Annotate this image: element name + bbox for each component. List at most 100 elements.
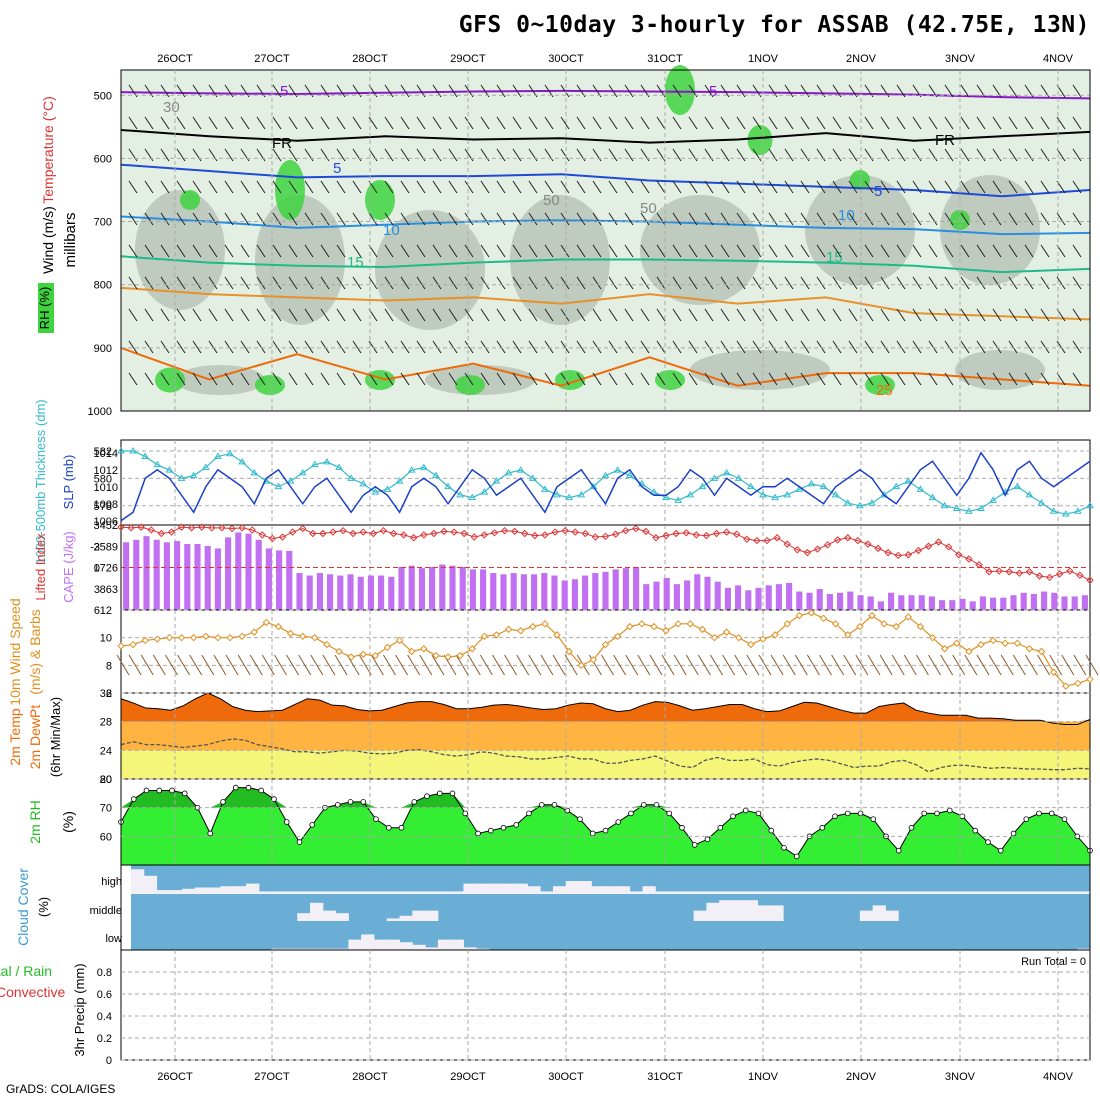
wind-barb — [800, 372, 810, 386]
wind-barb — [448, 244, 458, 258]
li-point — [874, 544, 882, 553]
cape-bar — [1020, 592, 1027, 610]
wind-barb — [784, 116, 794, 130]
wind-barb — [880, 276, 890, 290]
thickness-point — [238, 457, 247, 465]
cloud-cell-high — [271, 891, 285, 894]
wind-barb-10m — [407, 654, 421, 676]
li-point — [662, 531, 670, 540]
wind-barb — [144, 276, 154, 290]
cloud-cell-high — [974, 891, 989, 894]
contour-label: 5 — [333, 160, 341, 177]
wind-barb — [512, 84, 522, 98]
contour-line-2 — [120, 163, 1091, 198]
li-point — [904, 551, 913, 559]
cape-bar — [979, 596, 986, 610]
wind-barb — [528, 372, 538, 386]
minmax-axis-label: (6hr Min/Max) — [48, 697, 63, 777]
thickness-point — [722, 468, 731, 476]
rh2m-point — [1061, 816, 1068, 822]
wind-speed-point — [347, 653, 355, 661]
wind-barb — [688, 372, 698, 386]
cloud-cell-high — [565, 881, 580, 894]
cloud-cell-high — [770, 891, 784, 894]
wind-barb — [192, 340, 202, 354]
wind-barb — [352, 180, 362, 194]
rh-axis-label: RH (%) — [37, 287, 52, 330]
wind-barb — [928, 372, 938, 386]
cloud-cell-low — [335, 948, 349, 950]
thickness-point — [419, 463, 428, 470]
contour-line-6 — [120, 346, 1091, 387]
wind-barb — [144, 308, 154, 322]
wind-barb — [992, 308, 1002, 322]
cape-bar — [265, 548, 272, 610]
wind-barb-10m — [782, 654, 796, 676]
wind-barb — [464, 116, 474, 130]
wind-barb — [848, 340, 858, 354]
wind-barb — [672, 180, 682, 194]
wind-barb — [752, 244, 762, 258]
li-point — [682, 529, 690, 537]
wind-barb — [832, 84, 842, 98]
wind-barb — [304, 212, 314, 226]
wind-speed-point — [177, 633, 186, 642]
cloud-row-label: low — [105, 933, 122, 945]
wind-barb — [960, 340, 970, 354]
thickness-point — [226, 449, 234, 457]
cape-bar — [745, 590, 752, 610]
cape-bar — [918, 595, 925, 610]
wind-speed-point — [226, 633, 234, 642]
wind-speed-point — [238, 632, 246, 640]
rh2m-point — [691, 842, 698, 848]
wind-barb — [400, 276, 410, 290]
cloud-cell-high — [719, 891, 733, 894]
cloud-cell-high — [348, 891, 362, 894]
li-point — [965, 555, 973, 563]
wind-barb — [896, 116, 906, 130]
wind-barb — [656, 180, 666, 194]
cloud-cell-middle — [706, 902, 720, 921]
wind-barb — [256, 340, 266, 354]
cape-bar — [571, 579, 578, 610]
slp-tick: 1010 — [94, 482, 118, 494]
li-point — [147, 526, 155, 534]
cloud-cell-high — [297, 891, 311, 894]
wind-barb — [448, 212, 458, 226]
li-point — [591, 533, 600, 541]
li-point — [329, 528, 337, 536]
wind-barb-10m — [1012, 654, 1026, 676]
cloud-cell-high — [540, 891, 554, 894]
cloud-cell-high — [655, 891, 669, 894]
wind-barb — [448, 372, 458, 386]
wind-barb — [384, 84, 394, 98]
wind-barb — [480, 148, 490, 162]
thickness-point — [928, 493, 937, 501]
wind-barb — [432, 148, 442, 162]
wind-barb — [720, 212, 730, 226]
cape-bar — [327, 574, 334, 610]
wind-barb — [592, 340, 602, 354]
contour-label: FR — [272, 135, 292, 152]
wind-barb — [464, 340, 474, 354]
wind-barb-10m — [710, 654, 723, 676]
li-point — [268, 534, 277, 543]
thickness-point — [286, 477, 295, 484]
top-date-label: 30OCT — [548, 53, 584, 65]
rh2m-point — [130, 796, 137, 802]
wind-barb — [384, 116, 394, 130]
wind-barb — [896, 276, 906, 290]
wind-barb — [160, 244, 170, 258]
rh2m-tick: 60 — [100, 831, 112, 843]
bottom-date-label: 31OCT — [647, 1071, 683, 1083]
wind-barb — [304, 340, 314, 354]
wind-barb — [512, 116, 522, 130]
cape-bar — [898, 595, 905, 610]
wind-barb — [976, 340, 986, 354]
wind-barb — [784, 84, 794, 98]
wind-barb — [240, 308, 250, 322]
wind-barb — [784, 340, 794, 354]
wind-barb — [288, 276, 298, 290]
cape-bar — [806, 592, 813, 610]
cape-bar — [1010, 595, 1017, 610]
